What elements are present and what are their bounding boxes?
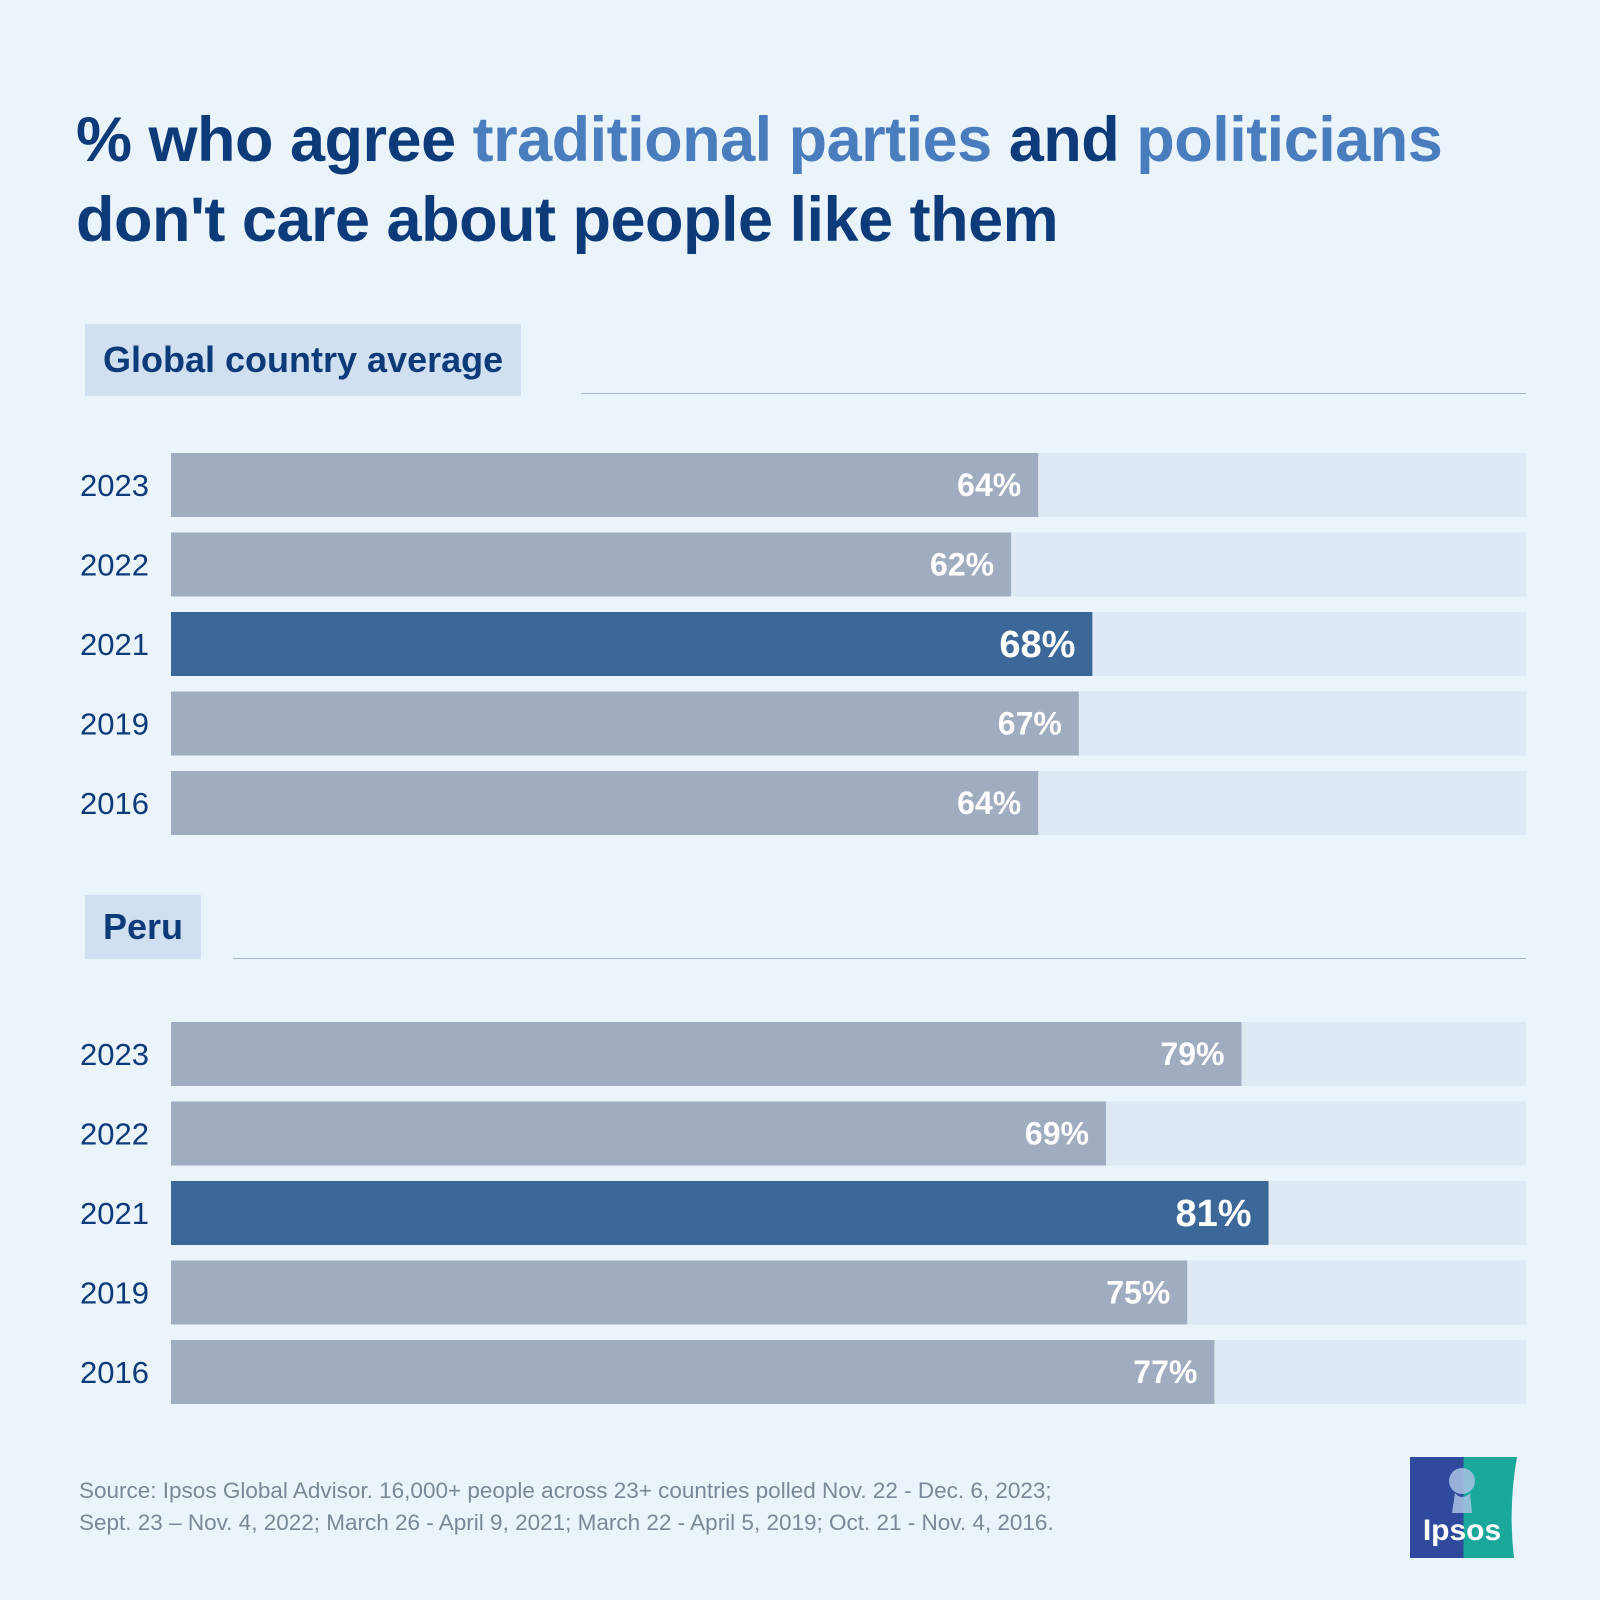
section-header-peru: Peru — [85, 895, 1526, 967]
bar-2022 — [171, 1101, 1106, 1166]
bar-2016 — [171, 771, 1039, 835]
bar-2023 — [171, 453, 1039, 517]
bar-2019 — [171, 691, 1079, 756]
value-label-2021: 81% — [1175, 1193, 1251, 1235]
bar-2022 — [171, 532, 1012, 597]
chart-title: % who agree traditional parties and poli… — [76, 100, 1536, 260]
title-part-2: and — [991, 105, 1137, 175]
category-label-2022: 2022 — [80, 548, 149, 583]
value-label-2022: 69% — [1025, 1116, 1089, 1152]
value-label-2016: 64% — [957, 785, 1021, 821]
section-divider-peru — [233, 958, 1526, 959]
category-label-2022: 2022 — [80, 1117, 149, 1152]
section-label-global: Global country average — [85, 324, 522, 396]
category-label-2021: 2021 — [80, 1196, 149, 1231]
category-label-2023: 2023 — [80, 468, 149, 503]
bar-2023 — [171, 1022, 1242, 1086]
category-label-2019: 2019 — [80, 707, 149, 742]
logo-text: Ipsos — [1423, 1514, 1501, 1547]
category-label-2021: 2021 — [80, 627, 149, 662]
title-highlight-parties: traditional parties — [472, 105, 993, 175]
value-label-2023: 64% — [957, 467, 1021, 503]
bar-2016 — [171, 1340, 1215, 1404]
value-label-2019: 75% — [1106, 1275, 1170, 1311]
section-divider-global — [581, 393, 1526, 394]
bar-chart-global: 2023 64% 2022 62% 2021 68% 2019 67% 2016 64% — [80, 453, 1526, 835]
value-label-2021: 68% — [999, 624, 1075, 666]
source-line-1: Source: Ipsos Global Advisor. 16,000+ pe… — [79, 1478, 1052, 1503]
source-line-2: Sept. 23 – Nov. 4, 2022; March 26 - Apri… — [79, 1510, 1054, 1535]
value-label-2023: 79% — [1160, 1036, 1224, 1072]
category-label-2019: 2019 — [80, 1276, 149, 1311]
category-label-2023: 2023 — [80, 1037, 149, 1072]
bar-2019 — [171, 1260, 1188, 1325]
bar-chart-peru: 2023 79% 2022 69% 2021 81% 2019 75% 2016 77% — [80, 1022, 1526, 1404]
section-label-peru: Peru — [85, 895, 202, 959]
value-label-2016: 77% — [1133, 1354, 1197, 1390]
bar-2021 — [171, 1181, 1269, 1245]
ipsos-logo-icon: Ipsos — [1410, 1457, 1517, 1558]
bar-2021 — [171, 612, 1093, 676]
category-label-2016: 2016 — [80, 786, 149, 821]
source-note: Source: Ipsos Global Advisor. 16,000+ pe… — [79, 1475, 1339, 1539]
value-label-2019: 67% — [998, 706, 1062, 742]
title-highlight-politicians: politicians — [1136, 105, 1443, 175]
title-part-1: % who agree — [76, 105, 473, 175]
title-part-3: don't care about people like them — [76, 185, 1059, 255]
category-label-2016: 2016 — [80, 1355, 149, 1390]
value-label-2022: 62% — [930, 547, 994, 583]
section-header-global: Global country average — [85, 324, 1526, 396]
